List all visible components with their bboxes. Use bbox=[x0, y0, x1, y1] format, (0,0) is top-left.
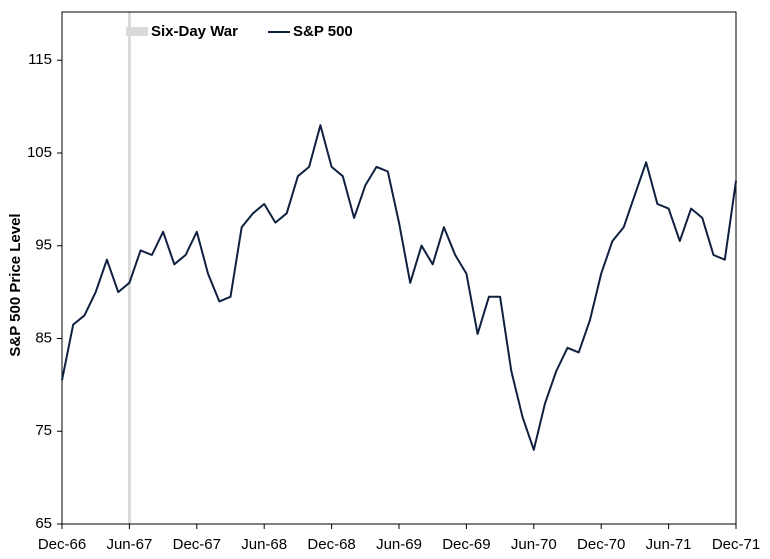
legend-label: S&P 500 bbox=[293, 23, 353, 40]
x-tick-label: Jun-67 bbox=[106, 536, 152, 553]
x-tick-label: Jun-71 bbox=[646, 536, 692, 553]
y-tick-label: 65 bbox=[35, 515, 52, 532]
x-tick-label: Dec-66 bbox=[38, 536, 86, 553]
y-tick-label: 115 bbox=[28, 51, 52, 68]
y-axis-label: S&P 500 Price Level bbox=[7, 213, 24, 356]
line-series bbox=[61, 124, 737, 451]
y-tick-label: 95 bbox=[35, 237, 52, 254]
legend-swatch bbox=[126, 27, 148, 36]
y-tick-label: 85 bbox=[35, 329, 52, 346]
y-tick-label: 105 bbox=[27, 144, 52, 161]
x-tick-label: Jun-68 bbox=[241, 536, 287, 553]
event-band bbox=[127, 12, 131, 524]
x-tick-label: Jun-70 bbox=[511, 536, 557, 553]
y-tick-label: 75 bbox=[35, 422, 52, 439]
x-tick-label: Dec-71 bbox=[712, 536, 760, 553]
x-tick-label: Dec-69 bbox=[442, 536, 490, 553]
legend: Six-Day War S&P 500 bbox=[126, 23, 353, 40]
legend-label: Six-Day War bbox=[151, 23, 238, 40]
x-tick-label: Dec-68 bbox=[307, 536, 355, 553]
x-tick-label: Dec-70 bbox=[577, 536, 625, 553]
plot-frame bbox=[61, 11, 737, 525]
x-tick-label: Jun-69 bbox=[376, 536, 422, 553]
x-tick-label: Dec-67 bbox=[173, 536, 221, 553]
